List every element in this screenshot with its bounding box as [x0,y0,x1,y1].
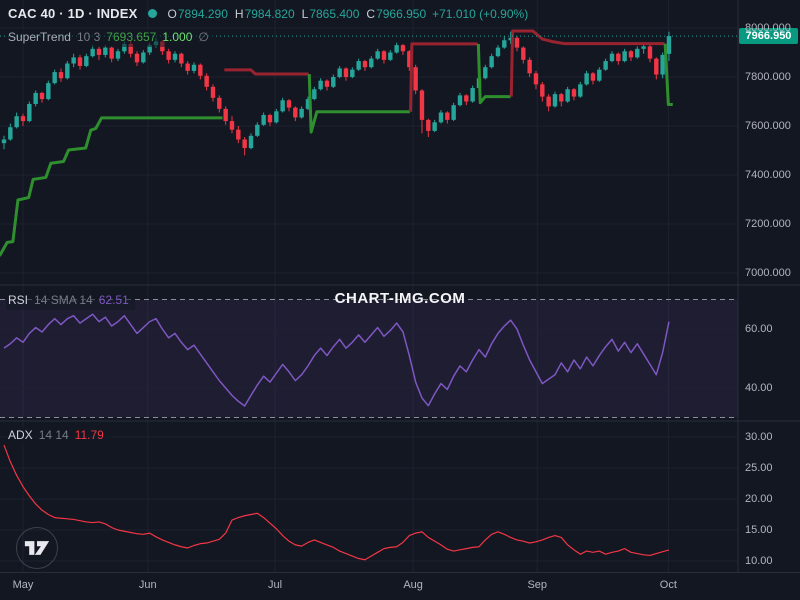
time-axis-label: May [12,579,34,591]
tradingview-logo-icon [24,541,50,555]
adx-tick-label: 20.00 [745,492,773,505]
symbol-title[interactable]: CAC 40 · 1D · INDEX [8,6,138,21]
adx-tick-label: 25.00 [745,461,773,474]
time-axis-label: Jun [138,579,157,591]
chart-header: CAC 40 · 1D · INDEX O 7894.290 H 7984.82… [8,6,528,21]
price-tick-label: 7400.000 [745,168,791,181]
price-tick-label: 7800.000 [745,70,791,83]
close-value: 7966.950 [376,6,427,21]
time-axis[interactable]: May Jun Jul Aug Sep Oct [0,572,800,600]
supertrend-params: 10 3 [76,30,101,44]
price-tick-label: 7000.000 [745,266,791,279]
price-tick-label: 7600.000 [745,119,791,132]
rsi-tick-label: 60.00 [745,322,773,335]
rsi-value: 62.51 [98,293,129,307]
price-tick-label: 7200.000 [745,217,791,230]
market-status-icon [147,9,157,18]
adx-tick-label: 10.00 [745,554,773,567]
adx-tick-label: 15.00 [745,523,773,536]
adx-params: 14 14 [38,428,69,442]
tradingview-logo[interactable] [16,527,58,569]
low-label: L [301,6,309,21]
rsi-tick-label: 40.00 [745,381,773,394]
time-axis-label: Oct [659,579,677,591]
supertrend-legend[interactable]: SuperTrend 10 3 7693.657 1.000 ∅ [6,29,215,47]
close-label: C [366,6,376,21]
last-price-label: 7966.950 [739,28,798,45]
supertrend-factor: 1.000 [162,30,193,44]
open-value: 7894.290 [177,6,228,21]
adx-legend[interactable]: ADX 14 14 11.79 [6,427,110,445]
change-value: +71.010 (+0.90%) [432,6,529,21]
time-axis-label: Jul [268,579,283,591]
high-label: H [234,6,244,21]
time-axis-label: Aug [403,579,423,591]
rsi-legend[interactable]: RSI 14 SMA 14 62.51 [6,292,135,310]
low-value: 7865.400 [309,6,360,21]
rsi-name: RSI [8,293,29,307]
time-axis-label: Sep [527,579,548,591]
open-label: O [167,6,177,21]
watermark: CHART-IMG.COM [334,290,466,307]
adx-name: ADX [8,428,33,442]
high-value: 7984.820 [244,6,295,21]
adx-tick-label: 30.00 [745,430,773,443]
price-tick-label: 8000.000 [745,21,791,34]
mute-icon[interactable]: ∅ [198,30,209,44]
rsi-params: 14 SMA 14 [34,293,93,307]
adx-value: 11.79 [74,428,104,442]
supertrend-name: SuperTrend [8,30,71,44]
supertrend-value: 7693.657 [106,30,157,44]
